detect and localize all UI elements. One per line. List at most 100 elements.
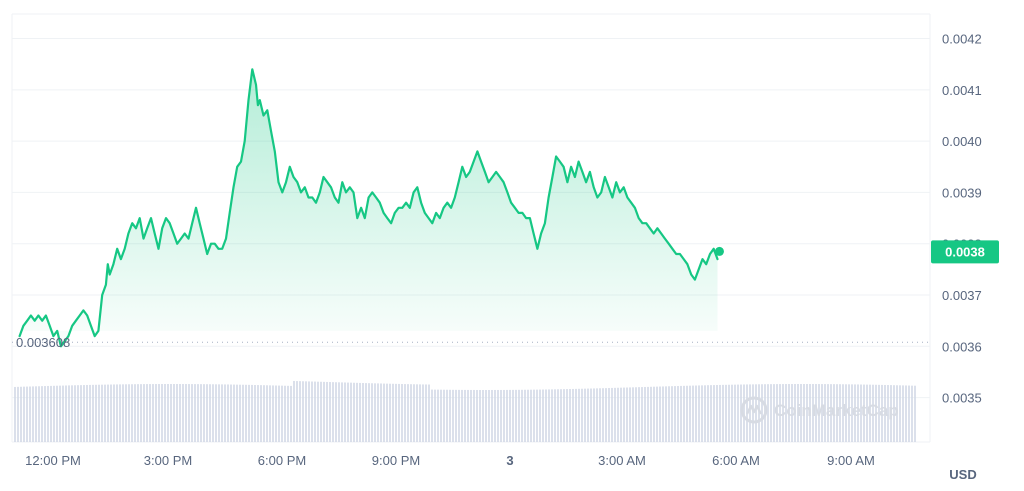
volume-bar-69 [221, 384, 223, 442]
volume-bar-187 [575, 388, 577, 442]
volume-bar-239 [731, 384, 733, 442]
volume-bar-0 [14, 386, 16, 442]
volume-bar-103 [323, 381, 325, 442]
volume-bar-167 [515, 389, 517, 442]
volume-bar-67 [215, 384, 217, 442]
volume-bar-213 [653, 386, 655, 442]
volume-bar-47 [155, 384, 157, 442]
volume-bar-117 [365, 383, 367, 442]
volume-bar-88 [278, 385, 280, 442]
volume-bar-197 [605, 388, 607, 442]
volume-bar-170 [524, 389, 526, 442]
volume-bar-199 [611, 387, 613, 442]
volume-bar-96 [302, 381, 304, 442]
volume-bar-212 [650, 386, 652, 442]
volume-bar-86 [272, 385, 274, 442]
volume-bar-122 [380, 383, 382, 442]
volume-bar-280 [854, 384, 856, 442]
volume-bar-298 [908, 385, 910, 442]
volume-bars [14, 380, 916, 442]
x-tick-label-2: 6:00 PM [258, 453, 306, 468]
volume-bar-253 [773, 384, 775, 442]
volume-bar-240 [734, 384, 736, 442]
volume-bar-18 [68, 385, 70, 442]
volume-bar-176 [542, 389, 544, 442]
volume-bar-223 [683, 385, 685, 442]
volume-bar-33 [113, 384, 115, 442]
volume-bar-164 [506, 389, 508, 442]
volume-bar-123 [383, 383, 385, 442]
volume-bar-146 [452, 389, 454, 442]
volume-bar-11 [47, 385, 49, 442]
volume-bar-173 [533, 389, 535, 442]
volume-bar-154 [476, 389, 478, 442]
y-tick-label-6: 0.0036 [942, 339, 982, 354]
volume-bar-255 [779, 384, 781, 442]
baseline-label: 0.003608 [16, 335, 70, 350]
volume-bar-3 [23, 386, 25, 442]
volume-bar-23 [83, 385, 85, 442]
volume-bar-121 [377, 383, 379, 442]
volume-bar-120 [374, 383, 376, 442]
volume-bar-125 [389, 383, 391, 442]
volume-bar-168 [518, 389, 520, 442]
volume-bar-229 [701, 385, 703, 442]
volume-bar-85 [269, 385, 271, 442]
volume-bar-214 [656, 386, 658, 442]
volume-bar-210 [644, 386, 646, 442]
volume-bar-216 [662, 386, 664, 442]
volume-bar-193 [593, 388, 595, 442]
volume-bar-172 [530, 389, 532, 442]
volume-bar-70 [224, 384, 226, 442]
volume-bar-284 [866, 384, 868, 442]
volume-bar-207 [635, 387, 637, 442]
volume-bar-296 [902, 385, 904, 442]
volume-bar-29 [101, 384, 103, 442]
volume-bar-17 [65, 385, 67, 442]
volume-bar-37 [125, 384, 127, 442]
volume-bar-59 [191, 384, 193, 442]
volume-bar-8 [38, 386, 40, 442]
volume-bar-219 [671, 386, 673, 442]
current-price-badge-bg [931, 240, 999, 264]
price-line [18, 68, 719, 348]
volume-bar-283 [863, 384, 865, 442]
volume-bar-50 [164, 384, 166, 442]
volume-bar-282 [860, 384, 862, 442]
volume-bar-180 [554, 389, 556, 442]
volume-bar-224 [686, 385, 688, 442]
volume-bar-113 [353, 382, 355, 442]
volume-bar-31 [107, 384, 109, 442]
volume-bar-225 [689, 385, 691, 442]
volume-bar-12 [50, 385, 52, 442]
y-tick-label-5: 0.0037 [942, 288, 982, 303]
volume-bar-163 [503, 389, 505, 442]
volume-bar-275 [839, 384, 841, 442]
volume-bar-97 [305, 381, 307, 442]
volume-bar-76 [242, 384, 244, 442]
volume-bar-56 [182, 384, 184, 442]
x-tick-label-3: 9:00 PM [372, 453, 420, 468]
volume-bar-13 [53, 385, 55, 442]
volume-bar-169 [521, 389, 523, 442]
y-tick-label-7: 0.0035 [942, 391, 982, 406]
volume-bar-61 [197, 384, 199, 442]
volume-bar-112 [350, 382, 352, 442]
volume-bar-28 [98, 384, 100, 442]
volume-bar-218 [668, 386, 670, 442]
volume-bar-100 [314, 381, 316, 442]
volume-bar-220 [674, 386, 676, 442]
volume-bar-101 [317, 381, 319, 442]
volume-bar-285 [869, 384, 871, 442]
volume-bar-132 [410, 384, 412, 442]
volume-bar-25 [89, 384, 91, 442]
volume-bar-295 [899, 385, 901, 442]
volume-bar-136 [422, 384, 424, 442]
volume-bar-54 [176, 384, 178, 442]
volume-bar-254 [776, 384, 778, 442]
volume-bar-222 [680, 385, 682, 442]
volume-bar-294 [896, 385, 898, 442]
volume-bar-248 [758, 384, 760, 442]
x-tick-label-1: 3:00 PM [144, 453, 192, 468]
volume-bar-49 [161, 384, 163, 442]
